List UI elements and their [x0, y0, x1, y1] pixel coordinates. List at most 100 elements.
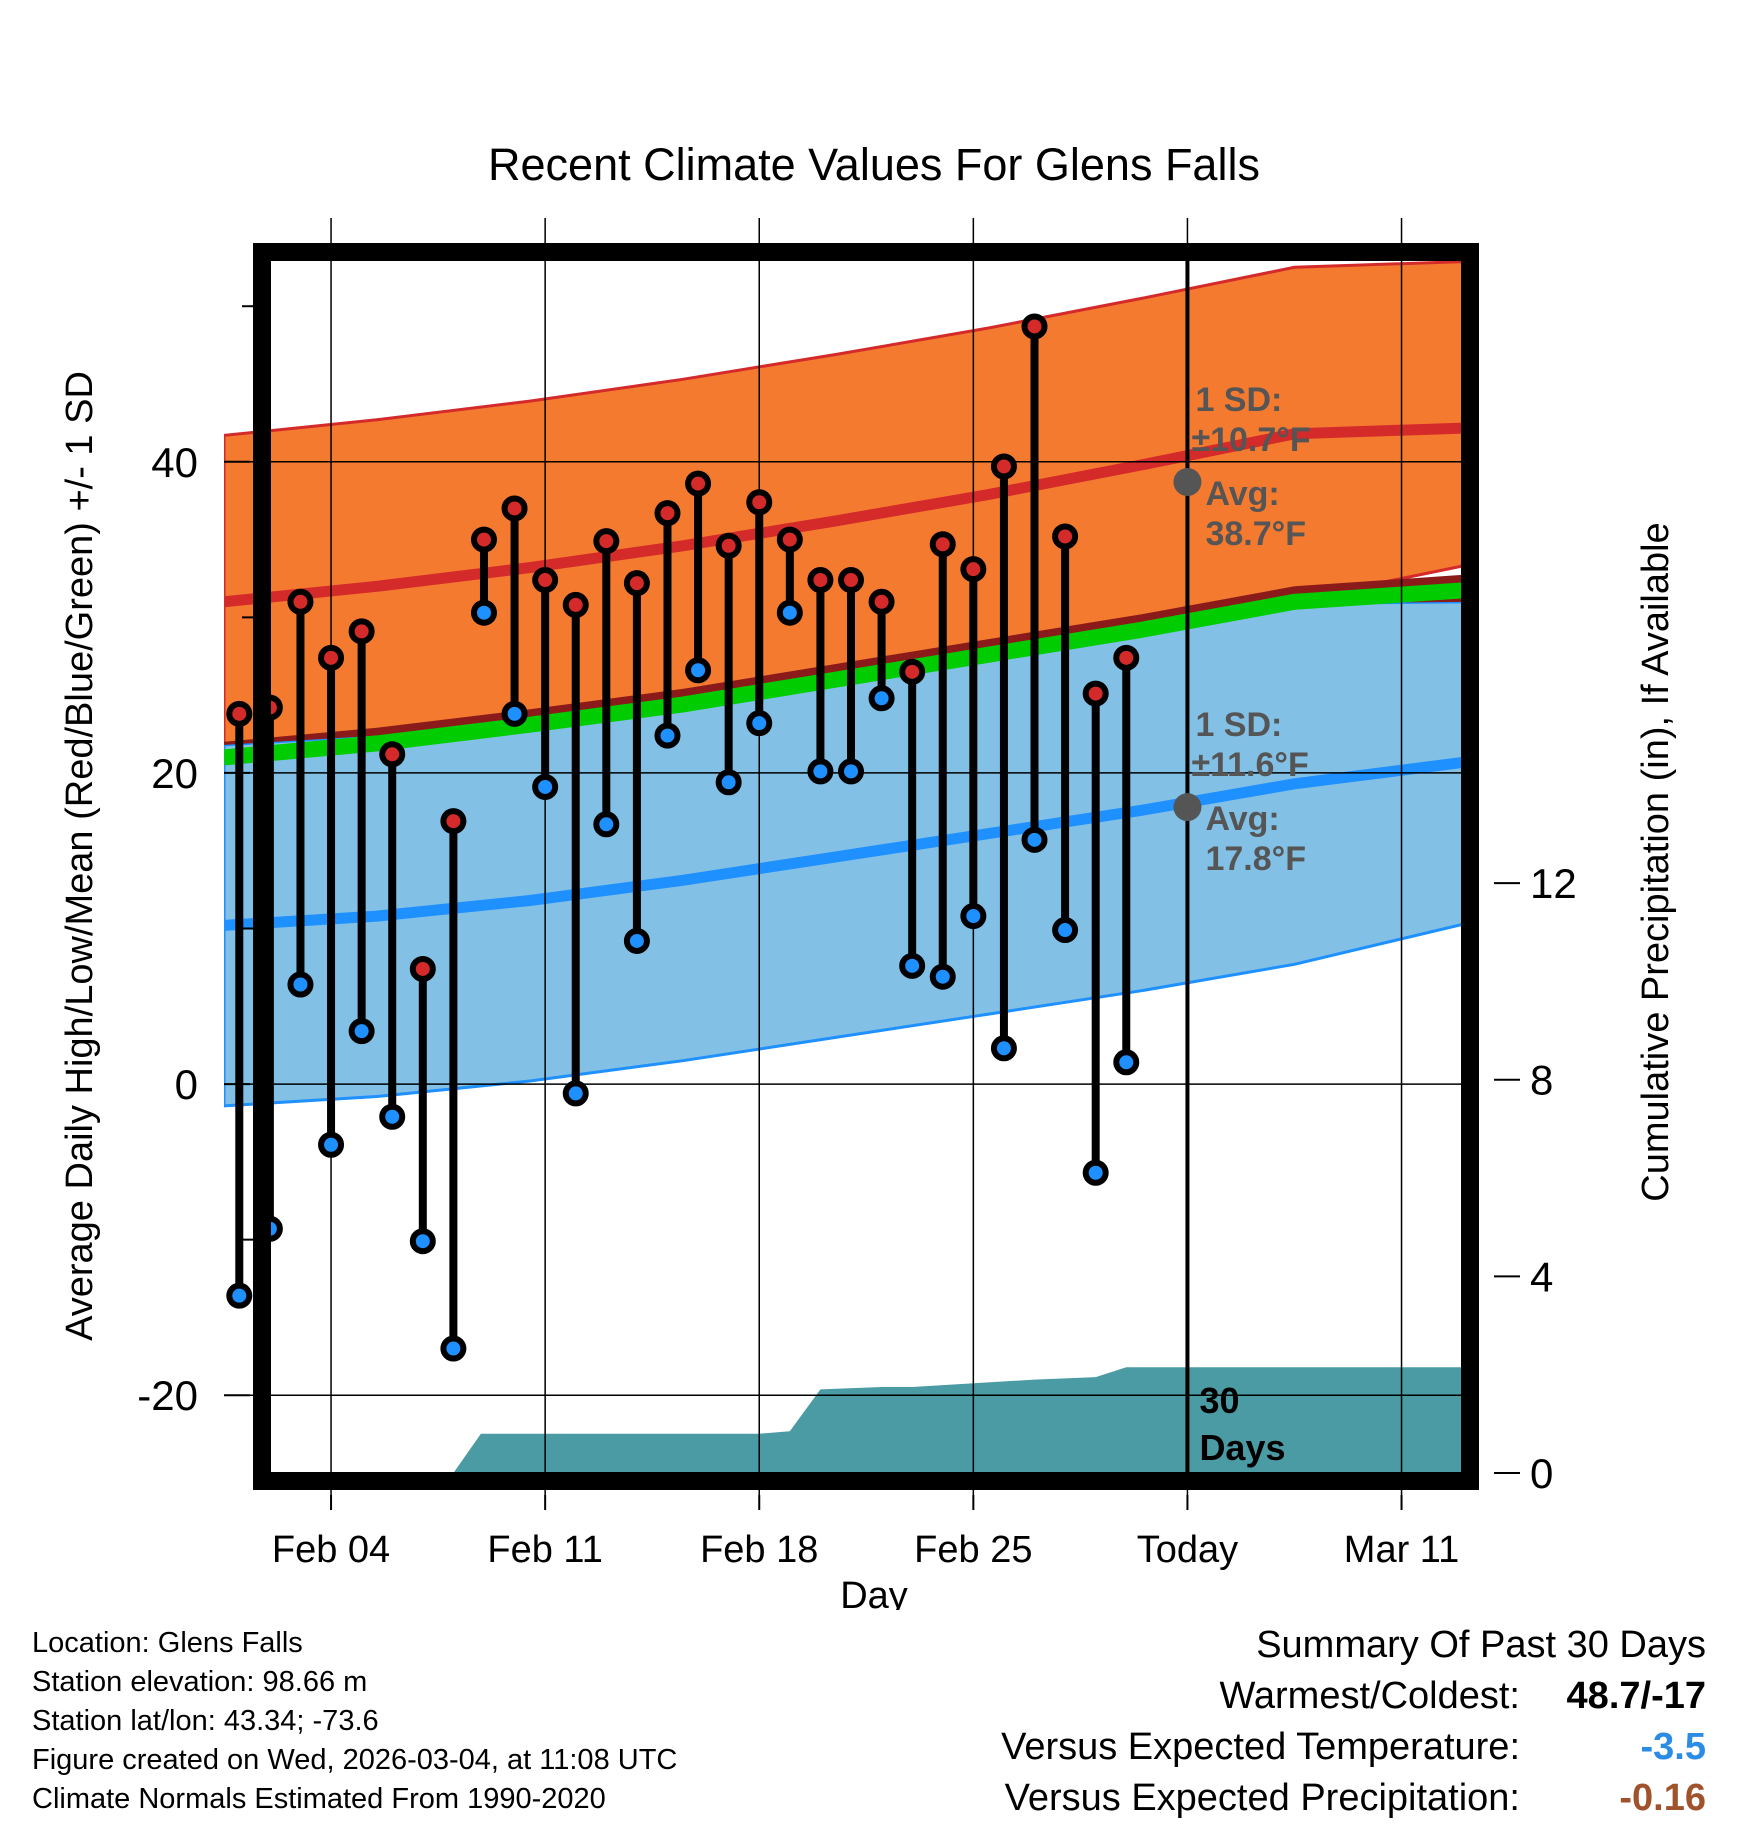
y-right-tick-label: 0	[1530, 1450, 1553, 1497]
normal-low-line	[224, 755, 1478, 931]
high-avg-label: Avg:	[1205, 475, 1279, 513]
daily-low-point	[501, 700, 528, 727]
daily-low-point	[1052, 917, 1079, 944]
daily-low-point	[409, 1228, 436, 1255]
daily-low-point	[899, 952, 926, 979]
warmest-value: 48.7/-17	[1566, 1675, 1706, 1717]
daily-low-point	[593, 811, 620, 838]
daily-high-point	[318, 644, 345, 671]
daily-high-point	[746, 489, 773, 516]
daily-low-point	[685, 657, 712, 684]
y-right-tick-label: 8	[1530, 1057, 1553, 1104]
daily-high-point	[348, 618, 375, 645]
daily-low-point	[1082, 1159, 1109, 1186]
clipped-layer	[224, 259, 1478, 1473]
summary-warmest-row: Warmest/Coldest: 48.7/-17	[1001, 1671, 1706, 1722]
elevation-text: Station elevation: 98.66 m	[32, 1666, 368, 1698]
daily-low-point	[838, 758, 864, 785]
y-tick-label: 40	[151, 439, 198, 486]
plot-area: Feb 04 Feb 11 Feb 18 Feb 25 Today Mar 11 -20 0 2…	[137, 218, 1577, 1571]
climate-chart: Recent Climate Values For Glens Falls Fe…	[59, 139, 1677, 1610]
precip-anomaly-value: -0.16	[1619, 1777, 1706, 1819]
daily-high-point	[1082, 680, 1109, 707]
x-tick-label: Today	[1137, 1529, 1238, 1571]
high-sd-label: 1 SD:	[1195, 381, 1282, 419]
x-axis-label: Day	[840, 1575, 908, 1610]
y-right-tick-label: 4	[1530, 1253, 1553, 1300]
normals-text: Climate Normals Estimated From 1990-2020	[32, 1783, 606, 1815]
high-avg-value: 38.7°F	[1205, 515, 1306, 553]
daily-high-point	[1113, 644, 1140, 671]
daily-high-point	[440, 808, 467, 835]
daily-low-point	[960, 903, 987, 930]
y-tick-label: 0	[175, 1061, 198, 1108]
latlon-text: Station lat/lon: 43.34; -73.6	[32, 1705, 379, 1737]
daily-high-point	[226, 700, 253, 727]
x-tick-label: Feb 25	[914, 1529, 1032, 1571]
summary-panel: Summary Of Past 30 Days Warmest/Coldest:…	[1001, 1620, 1706, 1824]
created-text: Figure created on Wed, 2026-03-04, at 11…	[32, 1744, 678, 1776]
y-right-tick-label: 12	[1530, 860, 1577, 907]
daily-low-point	[990, 1035, 1017, 1062]
today-low-avg-marker	[1173, 793, 1202, 822]
daily-high-point	[715, 532, 742, 559]
daily-high-point	[593, 528, 620, 555]
daily-low-point	[226, 1282, 253, 1309]
daily-low-point	[746, 710, 773, 737]
x-tick-label: Feb 18	[700, 1529, 818, 1571]
chart-title: Recent Climate Values For Glens Falls	[488, 139, 1260, 190]
cumulative-precip-area	[453, 1367, 1478, 1473]
daily-low-point	[287, 971, 314, 998]
daily-high-point	[470, 526, 497, 553]
daily-low-point	[562, 1080, 589, 1107]
x-tick-label: Feb 04	[272, 1529, 390, 1571]
daily-low-point	[715, 769, 742, 796]
daily-low-point	[929, 963, 956, 990]
summary-temp-row: Versus Expected Temperature: -3.5	[1001, 1722, 1706, 1773]
summary-heading: Summary Of Past 30 Days	[1256, 1624, 1706, 1666]
x-tick-label: Mar 11	[1344, 1529, 1459, 1571]
plot-frame	[253, 243, 1479, 1490]
low-avg-value: 17.8°F	[1205, 840, 1306, 878]
precip-days-label: Days	[1199, 1427, 1285, 1468]
low-sd-label: 1 SD:	[1195, 706, 1282, 744]
y-tick-label: 20	[151, 750, 198, 797]
location-text: Location: Glens Falls	[32, 1627, 303, 1659]
daily-low-point	[654, 722, 681, 749]
daily-high-point	[960, 556, 987, 583]
warmest-label: Warmest/Coldest:	[1219, 1675, 1520, 1717]
daily-low-point	[868, 685, 895, 712]
low-avg-label: Avg:	[1205, 800, 1279, 838]
low-sd-value: ±11.6°F	[1191, 746, 1308, 784]
daily-high-point	[287, 588, 314, 615]
station-info: Location: Glens Falls Station elevation:…	[32, 1624, 677, 1819]
temp-anomaly-value: -3.5	[1640, 1726, 1706, 1768]
band-overlap	[224, 573, 1478, 745]
daily-high-point	[807, 567, 834, 594]
daily-high-point	[379, 741, 406, 768]
daily-low-point	[807, 758, 834, 785]
daily-low-point	[318, 1131, 345, 1158]
today-high-avg-marker	[1173, 468, 1202, 497]
normal-high-line	[224, 422, 1478, 608]
daily-high-point	[776, 526, 803, 553]
daily-high-point	[409, 955, 436, 982]
daily-high-point	[990, 453, 1017, 480]
y-axis-label-right: Cumulative Precipitation (in), If Availa…	[1635, 522, 1677, 1201]
daily-high-point	[623, 570, 650, 597]
x-tick-label: Feb 11	[487, 1529, 602, 1571]
daily-high-point	[929, 531, 956, 558]
daily-high-point	[562, 591, 589, 618]
daily-low-point	[776, 599, 803, 626]
daily-high-point	[654, 500, 681, 527]
precip-anomaly-label: Versus Expected Precipitation:	[1004, 1777, 1520, 1819]
daily-high-point	[1052, 523, 1079, 550]
daily-high-point	[868, 588, 895, 615]
daily-low-point	[379, 1103, 406, 1130]
daily-low-point	[440, 1335, 467, 1362]
y-tick-label: -20	[137, 1372, 198, 1419]
summary-precip-row: Versus Expected Precipitation: -0.16	[1001, 1773, 1706, 1824]
temp-anomaly-label: Versus Expected Temperature:	[1001, 1726, 1520, 1768]
normal-mean-line	[224, 581, 1478, 766]
daily-high-point	[532, 567, 559, 594]
